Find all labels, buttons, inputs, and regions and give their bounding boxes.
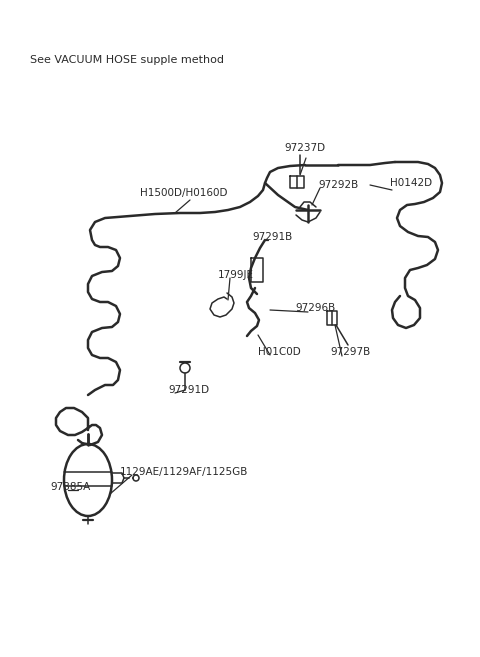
Text: H01C0D: H01C0D — [258, 347, 301, 357]
Text: H1500D/H0160D: H1500D/H0160D — [140, 188, 228, 198]
Text: H0142D: H0142D — [390, 178, 432, 188]
Text: 97296B: 97296B — [295, 303, 335, 313]
Text: 97297B: 97297B — [330, 347, 370, 357]
Text: 97292B: 97292B — [318, 180, 358, 190]
Text: 1799JE: 1799JE — [218, 270, 254, 280]
Text: 97385A: 97385A — [50, 482, 90, 492]
Text: 97237D: 97237D — [285, 143, 325, 153]
Text: See VACUUM HOSE supple method: See VACUUM HOSE supple method — [30, 55, 224, 65]
Text: 97291D: 97291D — [168, 385, 209, 395]
Text: 1129AE/1129AF/1125GB: 1129AE/1129AF/1125GB — [120, 467, 248, 477]
Text: 97291B: 97291B — [252, 232, 292, 242]
